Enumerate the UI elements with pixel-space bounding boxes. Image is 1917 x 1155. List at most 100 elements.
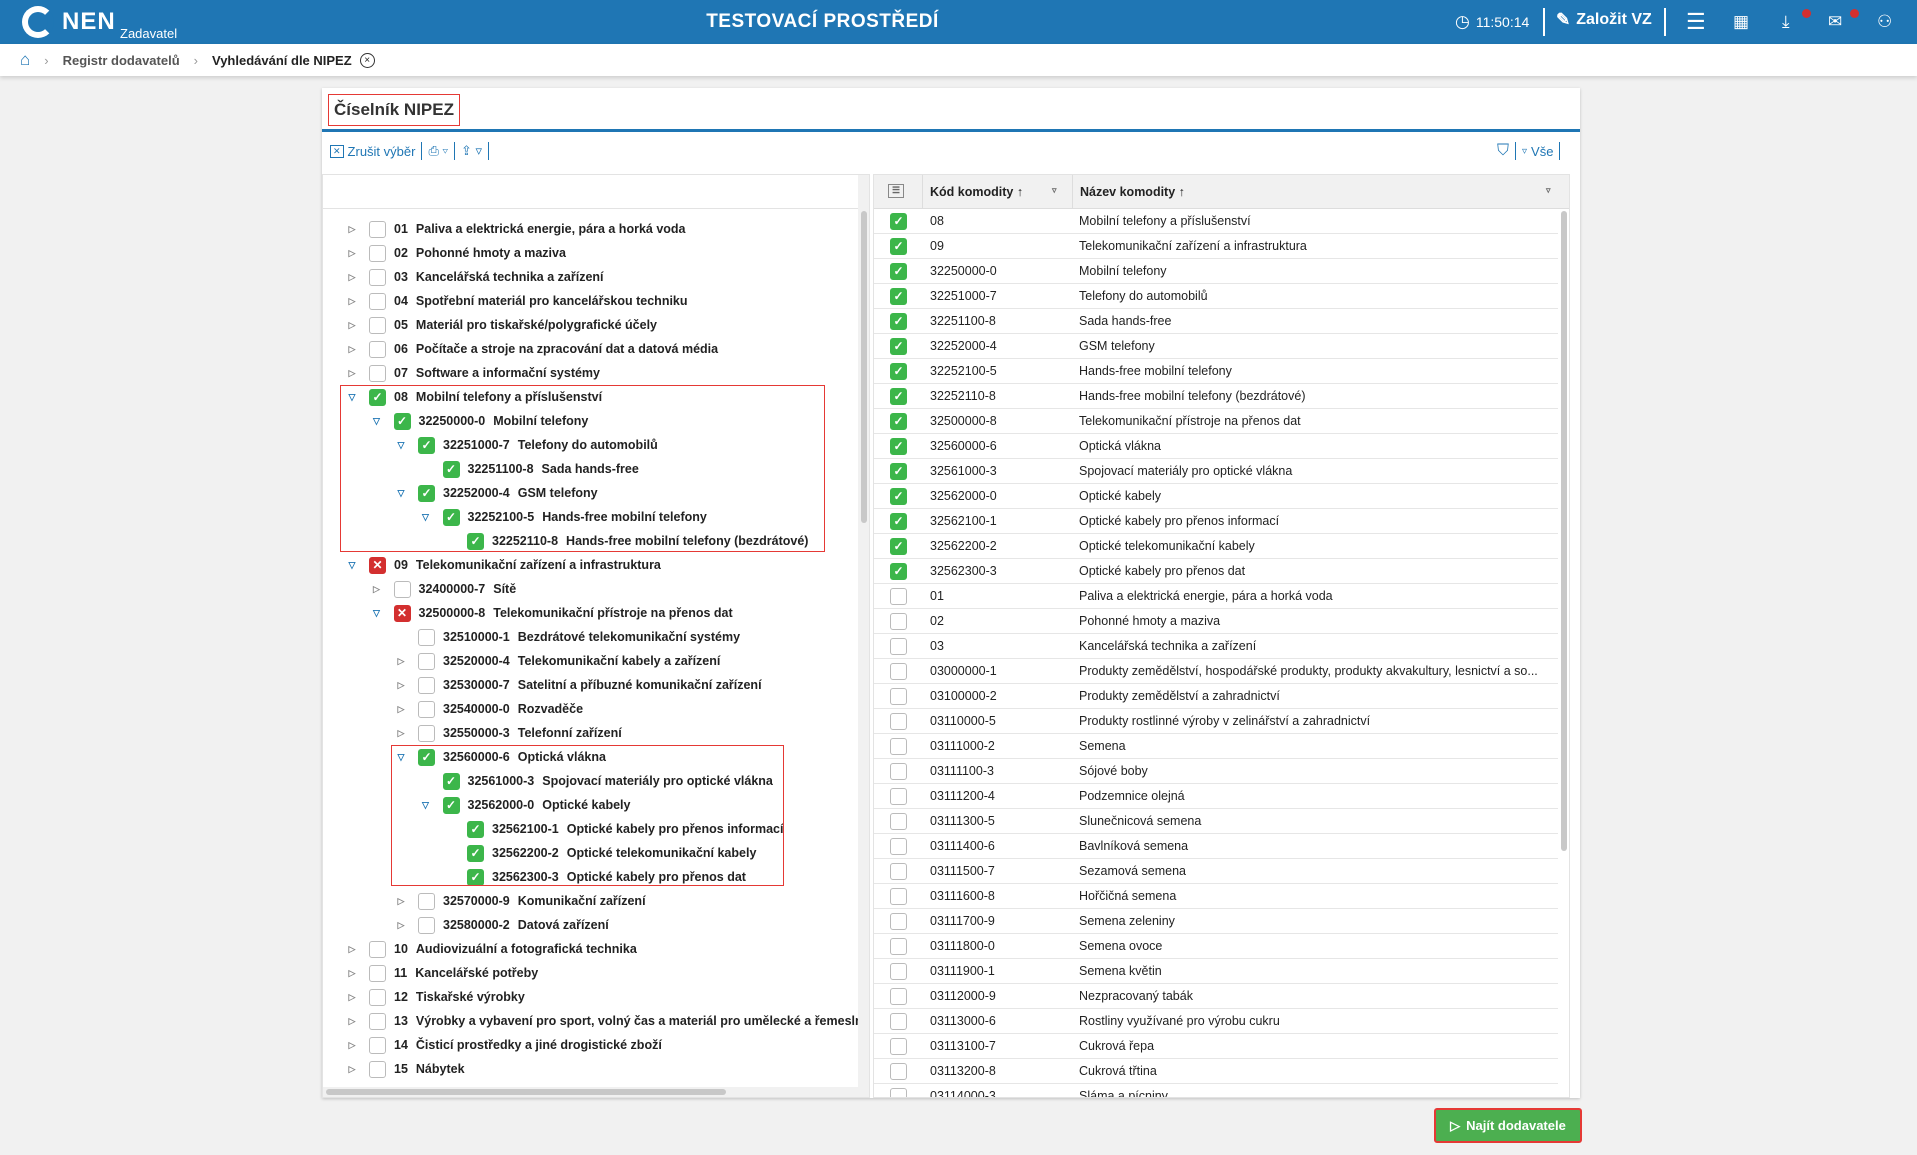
table-row[interactable]: 03000000-1 Produkty zemědělství, hospodář… (874, 659, 1568, 684)
table-row[interactable]: ✓ 32252100-5 Hands-free mobilní telefony (874, 359, 1568, 384)
table-row[interactable]: 03111900-1 Semena květin (874, 959, 1568, 984)
tree-checkbox[interactable]: ✓ (418, 484, 435, 502)
table-row[interactable]: 01 Paliva a elektrická energie, pára a ho… (874, 584, 1568, 609)
expand-icon[interactable]: ▷ (348, 943, 356, 954)
table-row[interactable]: 03111100-3 Sójové boby (874, 759, 1568, 784)
row-checkbox[interactable] (890, 662, 907, 680)
tree-checkbox[interactable] (418, 892, 435, 910)
expand-icon[interactable]: ▷ (397, 703, 405, 714)
tree-checkbox[interactable] (369, 340, 386, 358)
tree-item[interactable]: ▽ ✕ 09 Telekomunikační zařízení a infrastru… (345, 553, 661, 577)
row-checkbox[interactable] (890, 1037, 907, 1055)
row-checkbox[interactable] (890, 1012, 907, 1030)
column-header-code[interactable]: Kód komodity ↑ (930, 185, 1024, 199)
tree-checkbox[interactable]: ✕ (369, 556, 386, 574)
tree-item[interactable]: ▷ 32570000-9 Komunikační zařízení (394, 889, 646, 913)
expand-icon[interactable]: ▷ (397, 727, 405, 738)
expand-icon[interactable]: ▷ (348, 223, 356, 234)
tree-item[interactable]: ▽ ✓ 32252100-5 Hands-free mobilní telefony (419, 505, 707, 529)
table-row[interactable]: 03 Kancelářská technika a zařízení (874, 634, 1568, 659)
row-checkbox[interactable]: ✓ (890, 362, 907, 380)
tree-checkbox[interactable] (369, 292, 386, 310)
tree-checkbox[interactable]: ✓ (418, 436, 435, 454)
download-icon[interactable]: ⤓ (1782, 12, 1790, 31)
tree-checkbox[interactable] (418, 724, 435, 742)
collapse-icon[interactable]: ▽ (397, 751, 405, 762)
tree-item[interactable]: ▷ 10 Audiovizuální a fotografická technika (345, 937, 637, 961)
tree-checkbox[interactable] (369, 1012, 386, 1030)
expand-icon[interactable]: ▷ (397, 919, 405, 930)
table-row[interactable]: 03111300-5 Slunečnicová semena (874, 809, 1568, 834)
table-row[interactable]: 03110000-5 Produkty rostlinné výroby v ze… (874, 709, 1568, 734)
menu-icon[interactable]: ☰ (1686, 9, 1706, 34)
row-checkbox[interactable]: ✓ (890, 412, 907, 430)
tree-item[interactable]: ▽ ✓ 32562000-0 Optické kabely (419, 793, 630, 817)
row-checkbox[interactable]: ✓ (890, 237, 907, 255)
tree-item[interactable]: ▷ 32520000-4 Telekomunikační kabely a zaří… (394, 649, 720, 673)
table-row[interactable]: ✓ 32252000-4 GSM telefony (874, 334, 1568, 359)
expand-icon[interactable]: ▷ (348, 967, 356, 978)
filter-all-select[interactable]: Vše (1531, 143, 1554, 159)
table-row[interactable]: 03111200-4 Podzemnice olejná (874, 784, 1568, 809)
tree-checkbox[interactable]: ✓ (467, 820, 484, 838)
tree-item[interactable]: ▷ 05 Materiál pro tiskařské/polygrafické ú… (345, 313, 657, 337)
expand-icon[interactable]: ▷ (348, 295, 356, 306)
tree-item[interactable]: ✓ 32562100-1 Optické kabely pro přenos inf… (443, 817, 783, 841)
tree-item[interactable]: ✓ 32562200-2 Optické telekomunikační kabel… (443, 841, 756, 865)
row-checkbox[interactable] (890, 712, 907, 730)
collapse-icon[interactable]: ▽ (397, 439, 405, 450)
table-row[interactable]: 03113200-8 Cukrová třtina (874, 1059, 1568, 1084)
tree-item[interactable]: ▷ 32400000-7 Sítě (370, 577, 516, 601)
tree-checkbox[interactable] (369, 220, 386, 238)
table-row[interactable]: 03111400-6 Bavlníková semena (874, 834, 1568, 859)
tree-item[interactable]: ▷ 32540000-0 Rozvaděče (394, 697, 583, 721)
user-icon[interactable]: ⚇ (1877, 12, 1893, 31)
expand-icon[interactable]: ▷ (397, 679, 405, 690)
tree-checkbox[interactable] (369, 964, 386, 982)
tree-checkbox[interactable]: ✓ (369, 388, 386, 406)
table-row[interactable]: ✓ 32562200-2 Optické telekomunikační kabel… (874, 534, 1568, 559)
expand-icon[interactable]: ▷ (348, 1015, 356, 1026)
table-row[interactable]: ✓ 32251000-7 Telefony do automobilů (874, 284, 1568, 309)
table-row[interactable]: ✓ 32250000-0 Mobilní telefony (874, 259, 1568, 284)
table-row[interactable]: 03111700-9 Semena zeleniny (874, 909, 1568, 934)
collapse-icon[interactable]: ▽ (348, 559, 356, 570)
expand-icon[interactable]: ▷ (348, 1039, 356, 1050)
collapse-icon[interactable]: ▽ (397, 487, 405, 498)
filter-dropdown-icon[interactable]: ▿ (1546, 185, 1551, 195)
expand-icon[interactable]: ▷ (397, 895, 405, 906)
print-icon[interactable]: ⎙ ▿ (428, 143, 448, 158)
tree-item[interactable]: ▷ 32580000-2 Datová zařízení (394, 913, 609, 937)
row-checkbox[interactable]: ✓ (890, 262, 907, 280)
tree-horizontal-scrollbar[interactable] (323, 1087, 858, 1097)
table-row[interactable]: 03112000-9 Nezpracovaný tabák (874, 984, 1568, 1009)
filter-dropdown-icon[interactable]: ▿ (1052, 185, 1057, 195)
mail-icon[interactable]: ✉ (1828, 12, 1843, 31)
tree-item[interactable]: ▽ ✓ 32250000-0 Mobilní telefony (370, 409, 588, 433)
tree-checkbox[interactable]: ✓ (467, 868, 484, 886)
expand-icon[interactable]: ▷ (348, 343, 356, 354)
row-checkbox[interactable] (890, 987, 907, 1005)
scroll-thumb[interactable] (861, 211, 867, 523)
row-checkbox[interactable]: ✓ (890, 212, 907, 230)
expand-icon[interactable]: ▷ (348, 271, 356, 282)
row-checkbox[interactable] (890, 937, 907, 955)
tree-item[interactable]: ▷ 32530000-7 Satelitní a příbuzné komunika… (394, 673, 762, 697)
table-row[interactable]: 03113000-6 Rostliny využívané pro výrobu … (874, 1009, 1568, 1034)
column-settings-icon[interactable]: ☰ (888, 184, 904, 198)
table-row[interactable]: 02 Pohonné hmoty a maziva (874, 609, 1568, 634)
expand-icon[interactable]: ▷ (348, 247, 356, 258)
tree-item[interactable]: ▷ 02 Pohonné hmoty a maziva (345, 241, 566, 265)
expand-icon[interactable]: ▷ (373, 583, 380, 594)
create-vz-button[interactable]: ✎ Založit VZ (1556, 10, 1652, 30)
row-checkbox[interactable] (890, 1062, 907, 1080)
tree-item[interactable]: ▷ 32550000-3 Telefonní zařízení (394, 721, 622, 745)
tree-item[interactable]: ▽ ✓ 08 Mobilní telefony a příslušenství (345, 385, 602, 409)
tree-checkbox[interactable] (418, 700, 435, 718)
calendar-icon[interactable]: ▦ (1733, 12, 1750, 31)
tree-item[interactable]: ▽ ✓ 32251000-7 Telefony do automobilů (394, 433, 658, 457)
tree-item[interactable]: ▽ ✓ 32252000-4 GSM telefony (394, 481, 598, 505)
table-row[interactable]: ✓ 32562000-0 Optické kabely (874, 484, 1568, 509)
tree-checkbox[interactable] (393, 580, 411, 598)
table-row[interactable]: ✓ 32252110-8 Hands-free mobilní telefony (… (874, 384, 1568, 409)
